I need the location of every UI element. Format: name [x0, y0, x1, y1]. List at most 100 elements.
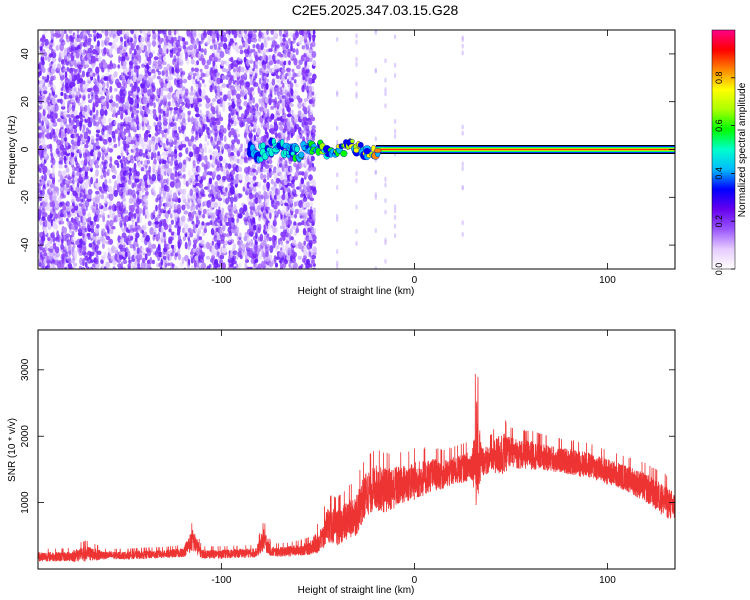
- spectrogram-noise-cell: [236, 139, 241, 145]
- spectrogram-noise-cell: [74, 174, 77, 182]
- spectrogram-noise-cell: [155, 117, 159, 122]
- spectrogram-noise-cell: [178, 78, 184, 85]
- spectrogram-noise-cell: [76, 34, 80, 39]
- spectrogram-noise-cell: [102, 125, 106, 132]
- spectrogram-noise-cell: [374, 169, 377, 175]
- spectrogram-noise-cell: [219, 163, 223, 168]
- spectrogram-noise-cell: [291, 257, 296, 263]
- spectrogram-noise-cell: [155, 204, 158, 212]
- spectrogram-noise-cell: [286, 113, 292, 118]
- spectrogram-noise-cell: [167, 167, 173, 174]
- spectrogram-noise-cell: [172, 113, 176, 120]
- spectrogram-noise-cell: [211, 212, 216, 219]
- spectrogram-noise-cell: [99, 108, 105, 117]
- spectrogram-noise-cell: [355, 228, 358, 234]
- spectrogram-noise-cell: [384, 198, 387, 204]
- spectrogram-noise-cell: [90, 176, 94, 185]
- spectrogram-noise-cell: [244, 41, 249, 47]
- spectrogram-noise-cell: [55, 224, 58, 230]
- spectrogram-noise-cell: [289, 175, 293, 181]
- spectrogram-noise-cell: [303, 52, 308, 58]
- spectrogram-noise-cell: [191, 77, 197, 85]
- spectrogram-noise-cell: [68, 220, 72, 225]
- spectrogram-noise-cell: [117, 110, 121, 116]
- spectrogram-noise-cell: [183, 267, 187, 269]
- spectrogram-noise-cell: [234, 188, 238, 195]
- spectrogram-noise-cell: [189, 71, 194, 76]
- spectrogram-noise-cell: [268, 54, 272, 62]
- spectrogram-noise-cell: [50, 106, 54, 112]
- spectrogram-noise-cell: [232, 255, 237, 261]
- spectrogram-noise-cell: [238, 106, 243, 110]
- spectrogram-noise-cell: [209, 45, 214, 50]
- spectrogram-noise-cell: [198, 44, 201, 52]
- spectrogram-noise-cell: [217, 109, 222, 115]
- spectrogram-noise-cell: [235, 44, 240, 52]
- spectrogram-noise-cell: [305, 231, 310, 239]
- spectrogram-noise-cell: [110, 30, 116, 36]
- spectrogram-noise-cell: [160, 137, 164, 142]
- spectrogram-noise-cell: [237, 57, 242, 62]
- spectrogram-noise-cell: [202, 171, 208, 177]
- spectrogram-noise-cell: [146, 36, 150, 42]
- spectrogram-noise-cell: [88, 99, 93, 104]
- spectrogram-noise-cell: [146, 79, 150, 86]
- spectrogram-noise-cell: [259, 60, 262, 67]
- spectrogram-noise-cell: [240, 78, 245, 86]
- spectrogram-noise-cell: [194, 67, 200, 73]
- spectrogram-noise-cell: [297, 222, 303, 226]
- spectrogram-noise-cell: [246, 116, 251, 125]
- spectrogram-noise-cell: [68, 244, 72, 249]
- spectrogram-noise-cell: [82, 233, 85, 239]
- spectrogram-noise-cell: [113, 246, 118, 254]
- spectrogram-noise-cell: [79, 146, 83, 154]
- spectrogram-noise-cell: [355, 33, 358, 39]
- spectrogram-noise-cell: [161, 30, 167, 35]
- spectrogram-noise-cell: [228, 113, 232, 120]
- spectrogram-noise-cell: [101, 155, 105, 161]
- spectrogram-noise-cell: [214, 64, 218, 69]
- spectrogram-noise-cell: [218, 155, 223, 162]
- spectrogram-noise-cell: [307, 192, 313, 200]
- spectrogram-noise-cell: [207, 242, 213, 251]
- spectrogram-noise-cell: [192, 124, 196, 132]
- spectrogram-noise-cell: [38, 113, 43, 119]
- spectrogram-noise-cell: [205, 161, 211, 169]
- spectrogram-noise-cell: [84, 111, 89, 120]
- spectrogram-noise-cell: [63, 67, 67, 72]
- spectrogram-noise-cell: [88, 129, 92, 135]
- spectrogram-noise-cell: [208, 148, 213, 154]
- spectrogram-noise-cell: [289, 103, 294, 107]
- spectrogram-noise-cell: [279, 171, 283, 176]
- spectrogram-noise-cell: [181, 101, 185, 106]
- spectrogram-noise-cell: [162, 151, 167, 156]
- spectrogram-noise-cell: [89, 220, 94, 226]
- spectrogram-noise-cell: [253, 134, 257, 142]
- spectrogram-noise-cell: [273, 194, 277, 200]
- spectrogram-noise-cell: [96, 145, 101, 150]
- spectrogram-noise-cell: [274, 54, 278, 62]
- spectrogram-noise-cell: [144, 222, 148, 231]
- spectrogram-noise-cell: [238, 232, 242, 238]
- spectrogram-noise-cell: [194, 228, 199, 234]
- spectrogram-noise-cell: [276, 47, 279, 54]
- spectrogram-noise-cell: [162, 95, 168, 101]
- spectrogram-noise-cell: [281, 194, 286, 201]
- spectrogram-noise-cell: [183, 210, 189, 215]
- spectrogram-noise-cell: [221, 245, 227, 254]
- spectrogram-noise-cell: [257, 255, 263, 261]
- spectrogram-noise-cell: [384, 58, 387, 64]
- spectrogram-noise-cell: [78, 94, 82, 99]
- spectrogram-noise-cell: [46, 121, 50, 127]
- spectrogram-noise-cell: [162, 117, 168, 122]
- spectrogram-noise-cell: [133, 33, 137, 39]
- spectrogram-noise-cell: [233, 67, 236, 73]
- spectrogram-noise-cell: [187, 170, 192, 178]
- spectrogram-noise-cell: [276, 44, 280, 49]
- snr-x-tick-label: 100: [599, 575, 616, 586]
- spectrogram-noise-cell: [66, 114, 71, 118]
- spectrogram-noise-cell: [197, 103, 202, 107]
- spectrogram-noise-cell: [38, 258, 43, 264]
- spectrogram-noise-cell: [237, 213, 243, 219]
- spectrogram-noise-cell: [113, 71, 118, 78]
